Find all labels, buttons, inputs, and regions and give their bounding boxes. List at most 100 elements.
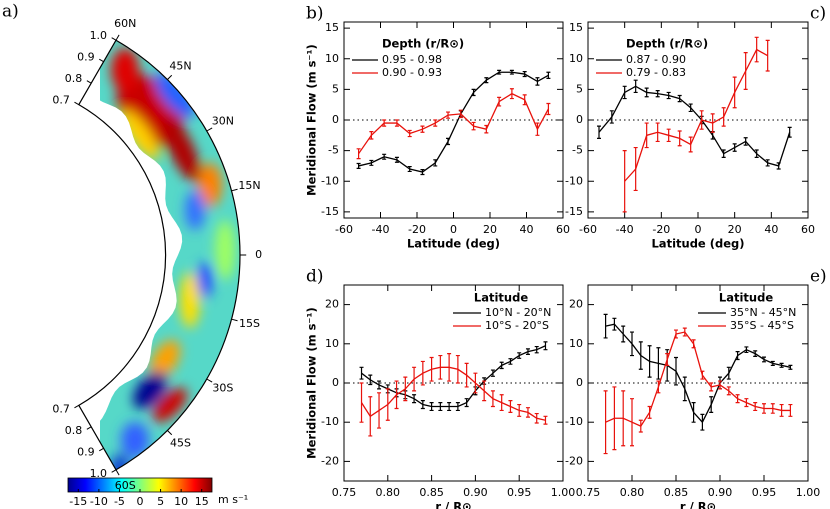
y-tick-label: -20 bbox=[321, 454, 339, 467]
error-bar bbox=[787, 126, 792, 138]
y-tick-label: 0 bbox=[332, 376, 339, 389]
y-tick-label: 10 bbox=[325, 52, 339, 65]
error-bar bbox=[709, 382, 714, 392]
error-bar bbox=[753, 350, 758, 357]
error-bar bbox=[612, 386, 617, 451]
error-bar bbox=[699, 110, 704, 130]
x-tick-label: -20 bbox=[652, 223, 670, 236]
error-bar bbox=[490, 390, 495, 408]
error-bar bbox=[525, 348, 530, 355]
lat-tick-label: 60S bbox=[115, 479, 136, 492]
error-bar bbox=[356, 148, 361, 160]
error-bar bbox=[522, 94, 527, 106]
legend-title: Latitude bbox=[474, 291, 528, 305]
lat-tick bbox=[206, 378, 213, 383]
error-bar bbox=[522, 71, 527, 78]
y-tick-label: 0 bbox=[332, 113, 339, 126]
x-tick-label: 40 bbox=[520, 223, 534, 236]
error-bar bbox=[726, 366, 731, 380]
r-tick-label: 0.7 bbox=[52, 402, 70, 415]
panel-label: c) bbox=[810, 4, 826, 24]
legend-title: Latitude bbox=[719, 291, 773, 305]
error-bar bbox=[508, 358, 513, 365]
x-tick-label: 0.80 bbox=[620, 486, 645, 499]
error-bar bbox=[603, 313, 608, 339]
r-tick-label: 0.8 bbox=[65, 72, 83, 85]
error-bar bbox=[464, 362, 469, 388]
lat-tick-label: 45N bbox=[169, 59, 191, 72]
y-tick-label: -10 bbox=[565, 174, 583, 187]
error-bar bbox=[754, 36, 759, 63]
error-bar bbox=[407, 165, 412, 173]
y-tick-label: -20 bbox=[565, 454, 583, 467]
error-bar bbox=[665, 353, 670, 366]
error-bar bbox=[779, 362, 784, 368]
x-tick-label: 40 bbox=[764, 223, 778, 236]
lat-tick bbox=[231, 318, 238, 322]
error-bar bbox=[674, 329, 678, 339]
y-tick-label: 5 bbox=[576, 82, 583, 95]
r-tick-label: 1.0 bbox=[90, 467, 108, 480]
panel-label: d) bbox=[306, 267, 324, 287]
error-bar bbox=[735, 351, 740, 361]
error-bar bbox=[382, 119, 387, 127]
panel-label: b) bbox=[306, 4, 324, 24]
series-line bbox=[624, 48, 768, 182]
y-tick-label: -10 bbox=[321, 174, 339, 187]
error-bar bbox=[677, 130, 682, 147]
error-bar bbox=[497, 69, 502, 75]
error-bar bbox=[535, 77, 540, 86]
x-tick-label: 0.80 bbox=[376, 486, 401, 499]
error-bar bbox=[429, 356, 434, 382]
error-bar bbox=[433, 159, 438, 167]
legend-label: 0.79 - 0.83 bbox=[626, 66, 686, 79]
error-bar bbox=[438, 354, 443, 380]
error-bar bbox=[630, 398, 634, 447]
series-line bbox=[361, 345, 546, 408]
error-bar bbox=[473, 372, 478, 394]
error-bar bbox=[471, 88, 476, 97]
error-bar bbox=[377, 380, 382, 390]
error-bar bbox=[394, 380, 399, 410]
error-bar bbox=[484, 124, 489, 134]
error-bar bbox=[499, 361, 504, 370]
wedge-outline bbox=[77, 39, 241, 471]
error-bar bbox=[765, 39, 770, 72]
error-bar bbox=[776, 162, 781, 170]
lat-tick-label: 30S bbox=[212, 381, 233, 394]
x-tick-label: 0.90 bbox=[463, 486, 488, 499]
error-bar bbox=[779, 403, 784, 417]
x-axis-label: r / R⊙ bbox=[680, 500, 716, 509]
lat-tick bbox=[206, 127, 213, 132]
error-bar bbox=[655, 122, 660, 143]
x-tick-label: -40 bbox=[372, 223, 390, 236]
colorbar-tick-label: -10 bbox=[90, 495, 108, 508]
lat-tick bbox=[167, 430, 173, 436]
y-tick-label: 5 bbox=[332, 82, 339, 95]
lat-tick-label: 15S bbox=[239, 317, 260, 330]
r-tick bbox=[111, 469, 117, 473]
error-bar bbox=[753, 402, 758, 412]
error-bar bbox=[622, 150, 627, 213]
y-tick-label: -10 bbox=[321, 415, 339, 428]
x-tick-label: 0.75 bbox=[332, 486, 357, 499]
panel-label: e) bbox=[810, 267, 827, 287]
x-tick-label: 1.00 bbox=[551, 486, 576, 499]
error-bar bbox=[535, 122, 540, 136]
error-bar bbox=[464, 398, 469, 408]
legend-label: 10°S - 20°S bbox=[485, 319, 549, 332]
x-tick-label: 20 bbox=[483, 223, 497, 236]
error-bar bbox=[691, 402, 696, 423]
error-bar bbox=[691, 339, 696, 349]
y-tick-label: 0 bbox=[576, 376, 583, 389]
error-bar bbox=[543, 341, 548, 351]
series-line bbox=[358, 92, 549, 155]
error-bar bbox=[744, 346, 749, 354]
x-tick-label: -60 bbox=[335, 223, 353, 236]
lat-tick-label: 45S bbox=[170, 437, 191, 450]
error-bar bbox=[429, 402, 434, 412]
r-tick-label: 0.7 bbox=[52, 94, 70, 107]
error-bar bbox=[721, 107, 726, 127]
r-tick bbox=[111, 37, 117, 41]
y-tick-label: 15 bbox=[325, 21, 339, 34]
